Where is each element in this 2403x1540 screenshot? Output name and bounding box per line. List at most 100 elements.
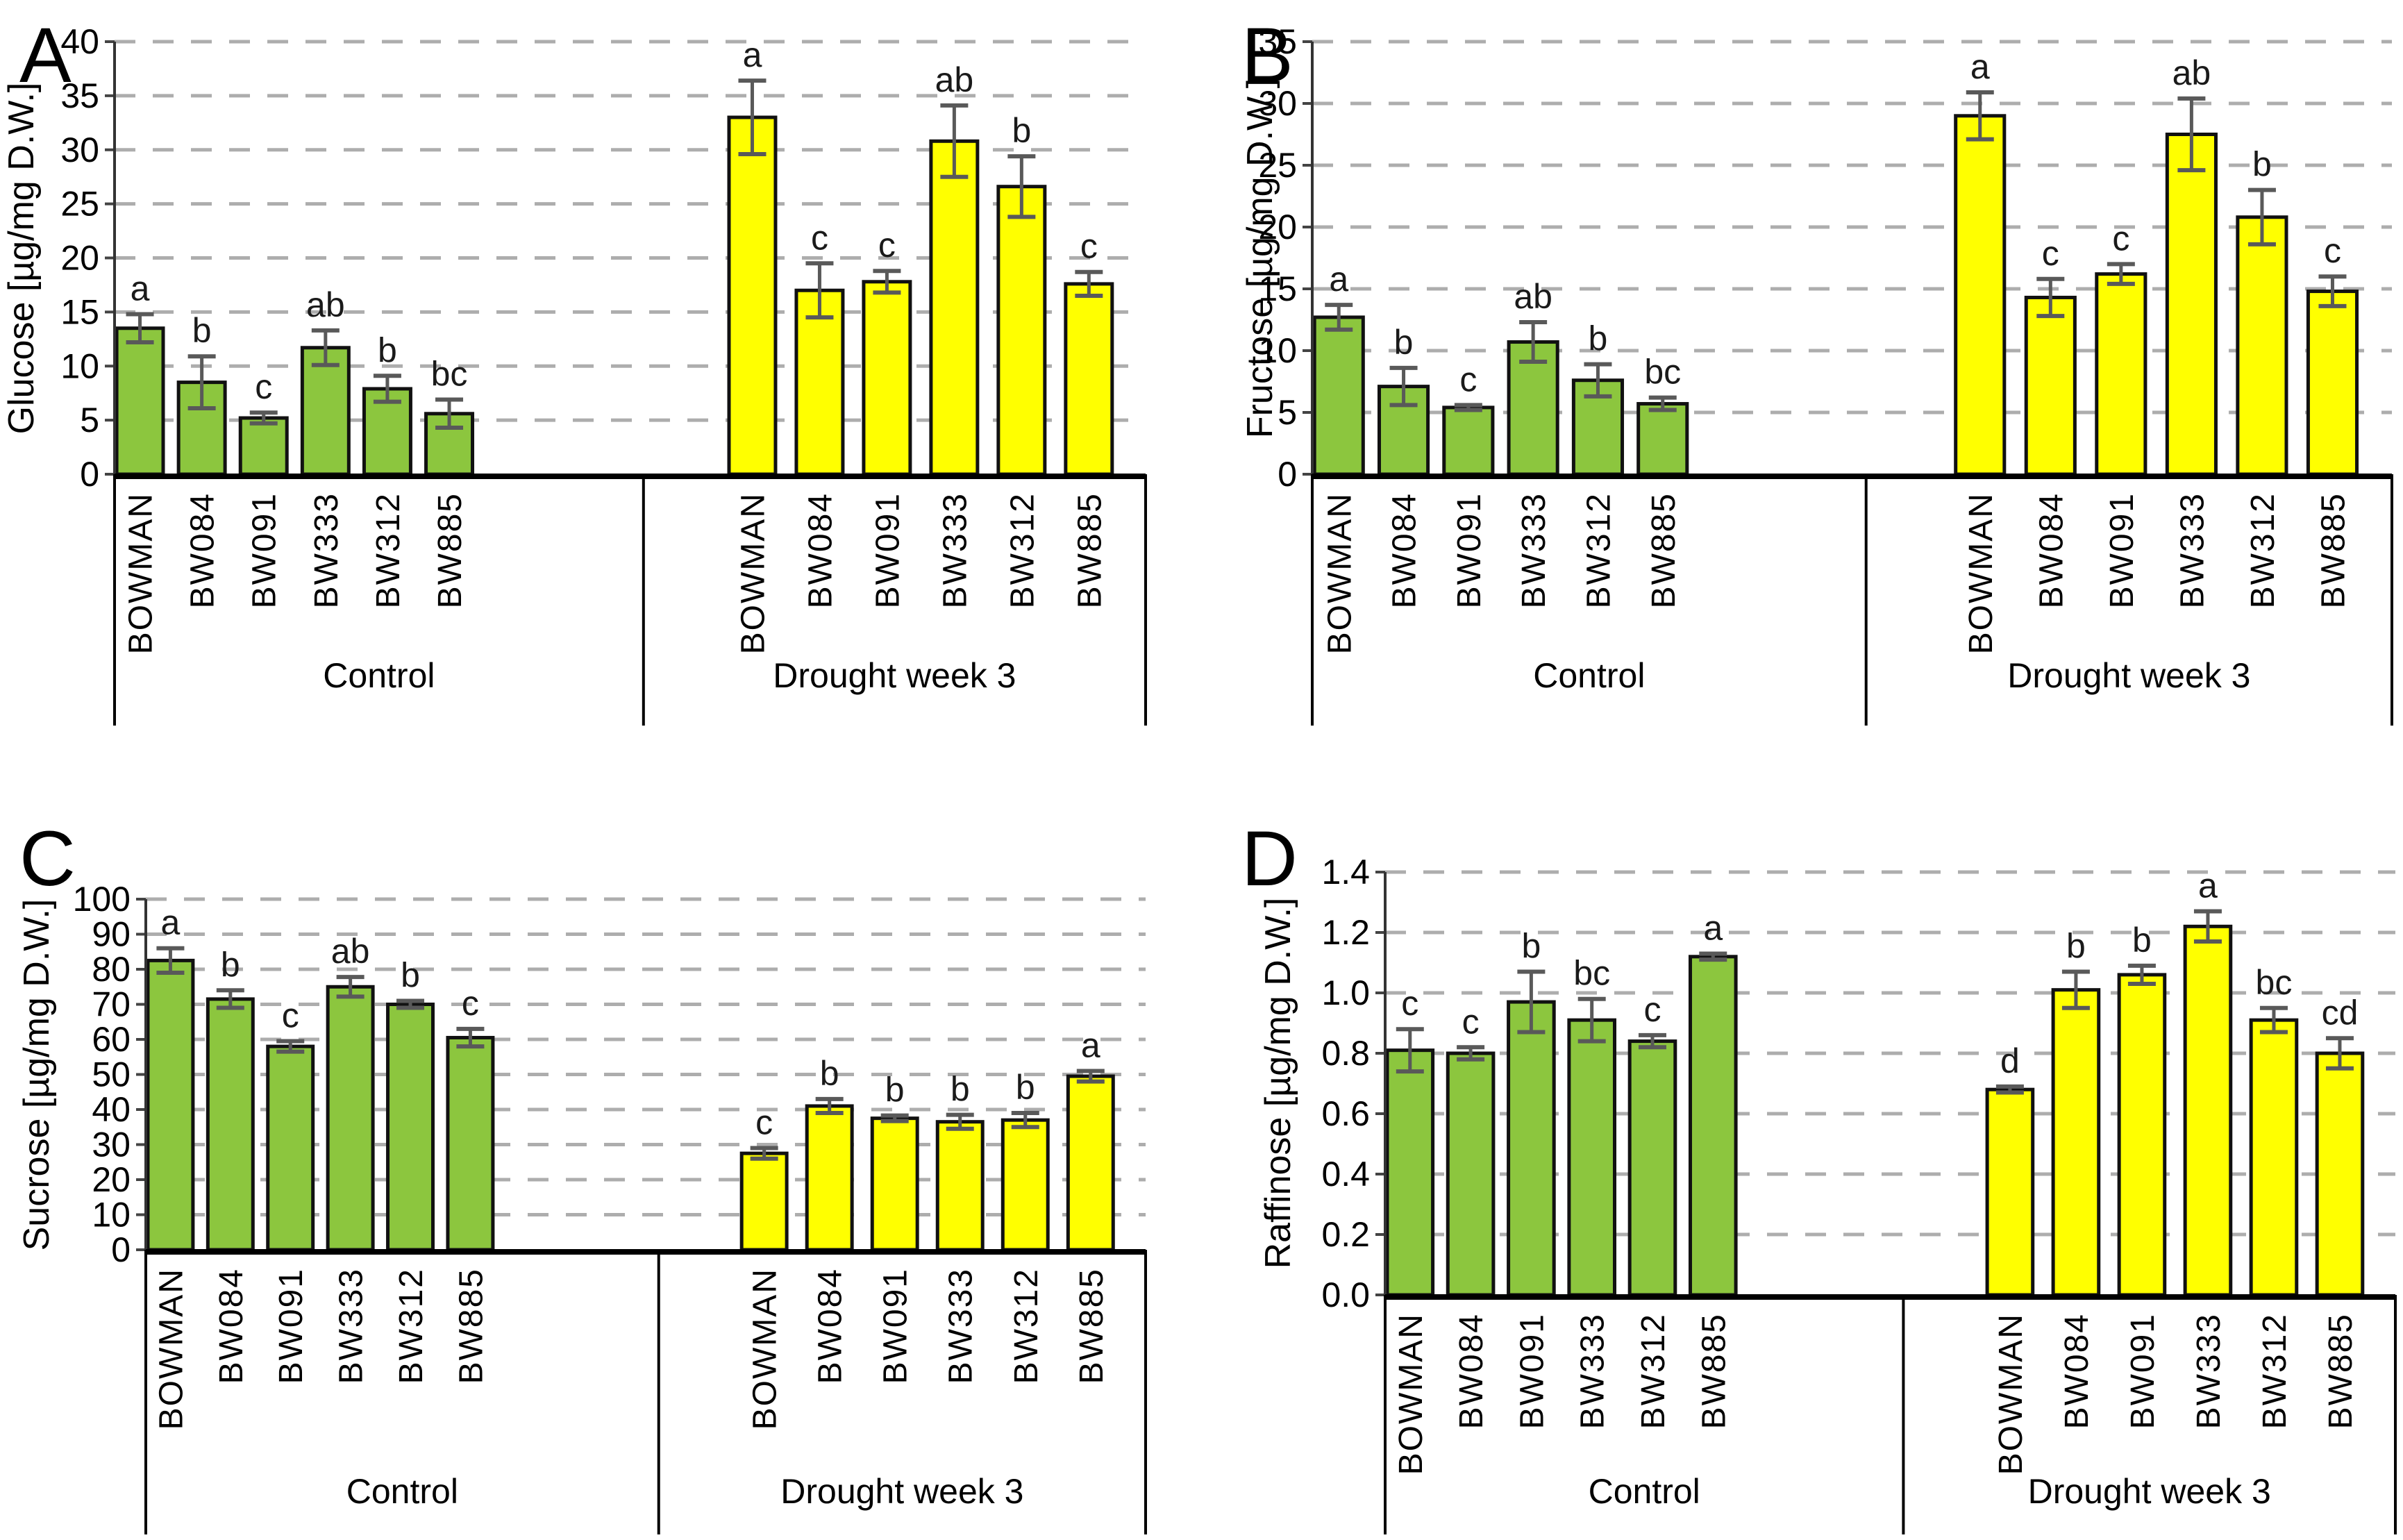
y-axis-title-glucose: Glucose [µg/mg D.W.] (1, 83, 42, 435)
category-label-BW084: BW084 (802, 492, 839, 608)
bar-BW885-control (446, 1035, 495, 1252)
category-label-BW091: BW091 (246, 492, 283, 608)
category-label-BW333: BW333 (1516, 492, 1552, 608)
y-tick-label: 1.0 (1321, 973, 1370, 1012)
category-label-BW091: BW091 (869, 492, 906, 608)
panel-letter-C: C (19, 815, 76, 902)
significance-letter: ab (935, 60, 974, 99)
y-tick-label: 20 (60, 239, 99, 278)
bar-BW091-control (1507, 1000, 1556, 1297)
bar-BOWMAN-drought (727, 115, 778, 476)
bar-BW333-drought (929, 139, 980, 476)
bar-BW885-control (1636, 402, 1689, 476)
y-tick-label: 50 (92, 1055, 131, 1094)
category-label-BW333: BW333 (937, 492, 973, 608)
significance-letter: bc (1644, 353, 1681, 392)
significance-letter: b (2066, 927, 2086, 966)
category-label-BOWMAN: BOWMAN (1963, 492, 2000, 654)
bar-BW084-control (1446, 1051, 1496, 1297)
y-axis-title-sucrose: Sucrose [µg/mg D.W.] (17, 899, 57, 1251)
category-label-BW333: BW333 (2191, 1313, 2227, 1429)
category-label-BOWMAN: BOWMAN (1321, 492, 1358, 654)
significance-letter: b (378, 330, 397, 369)
plot-area-fructose: 05101520253035aBOWMANbBW084cBW091abBW333… (1258, 22, 2393, 726)
category-label-BW312: BW312 (2245, 492, 2281, 608)
group-label-control: Control (1589, 1472, 1700, 1511)
y-tick-label: 30 (92, 1125, 131, 1164)
y-tick-label: 30 (60, 131, 99, 169)
significance-letter: a (743, 35, 762, 74)
y-tick-label: 60 (92, 1020, 131, 1059)
category-label-BOWMAN: BOWMAN (153, 1268, 190, 1430)
bar-BW091-control (1442, 405, 1495, 476)
significance-letter: c (1643, 990, 1661, 1029)
category-label-BW084: BW084 (213, 1268, 250, 1384)
bar-BOWMAN-control (1312, 315, 1365, 476)
category-label-BW312: BW312 (370, 492, 407, 608)
category-label-BW084: BW084 (1453, 1313, 1490, 1429)
significance-letter: b (192, 311, 212, 350)
bar-BW084-drought (2024, 295, 2077, 476)
significance-letter: b (951, 1070, 970, 1109)
bar-BW333-drought (2165, 133, 2218, 476)
category-label-BW885: BW885 (1073, 1268, 1110, 1384)
significance-letter: c (755, 1103, 773, 1142)
category-label-BW312: BW312 (2257, 1313, 2293, 1429)
significance-letter: c (878, 226, 896, 265)
significance-letter: a (1970, 47, 1990, 86)
bar-BOWMAN-drought (1954, 114, 2007, 476)
bar-BW084-control (206, 997, 255, 1252)
y-tick-label: 25 (60, 185, 99, 224)
significance-letter: b (221, 945, 240, 984)
panel-C: C Sucrose [µg/mg D.W.] 01020304050607080… (17, 815, 1147, 1534)
significance-letter: c (1080, 227, 1098, 266)
y-tick-label: 5 (1278, 393, 1297, 432)
bar-BW084-drought (794, 288, 845, 476)
y-tick-label: 0.0 (1321, 1275, 1370, 1314)
group-label-drought: Drought week 3 (2028, 1472, 2271, 1511)
category-label-BW084: BW084 (185, 492, 221, 608)
y-tick-label: 10 (1258, 331, 1297, 370)
category-label-BW091: BW091 (273, 1268, 310, 1384)
significance-letter: a (161, 903, 181, 942)
bar-BW091-control (238, 416, 289, 476)
significance-letter: c (255, 367, 272, 406)
y-axis-title-raffinose: Raffinose [µg/mg D.W.] (1258, 898, 1298, 1269)
bar-BW885-drought (2315, 1051, 2365, 1297)
panel-A: A Glucose [µg/mg D.W.] 0 5 10 15 20 25 30 35 40 a… (1, 12, 1147, 726)
panel-letter-D: D (1241, 815, 1298, 902)
category-label-BW084: BW084 (2033, 492, 2070, 608)
category-label-BW333: BW333 (1575, 1313, 1611, 1429)
significance-letter: b (1016, 1068, 1035, 1107)
bar-BW885-control (1688, 955, 1738, 1297)
y-tick-label: 25 (1258, 146, 1297, 185)
category-label-BW885: BW885 (1646, 492, 1682, 608)
y-tick-label: 70 (92, 985, 131, 1024)
group-label-control: Control (323, 656, 435, 695)
category-label-BW885: BW885 (432, 492, 469, 608)
significance-letter: ab (2172, 53, 2211, 92)
significance-letter: b (401, 955, 420, 994)
category-label-BW091: BW091 (878, 1268, 914, 1384)
y-tick-label: 0 (111, 1230, 131, 1269)
significance-letter: c (1462, 1002, 1480, 1041)
significance-letter: c (282, 996, 299, 1035)
y-tick-label: 0 (80, 455, 99, 494)
bar-BW091-drought (862, 280, 912, 476)
bar-BOWMAN-control (1385, 1048, 1435, 1297)
category-label-BW091: BW091 (1514, 1313, 1550, 1429)
category-label-BW333: BW333 (333, 1268, 370, 1384)
group-label-drought: Drought week 3 (2007, 656, 2250, 695)
significance-letter: a (1329, 260, 1348, 299)
plot-area-raffinose: 0.0 0.2 0.4 0.6 0.8 1.0 1.2 1.4 c BOWMAN c BW084 b BW… (1321, 853, 2397, 1534)
category-label-BW333: BW333 (943, 1268, 980, 1384)
bar-BOWMAN-control (146, 958, 195, 1252)
y-tick-label: 20 (1258, 208, 1297, 246)
bar-BW885-drought (1066, 1074, 1115, 1252)
category-label-BOWMAN: BOWMAN (1393, 1313, 1430, 1475)
significance-letter: c (1401, 984, 1418, 1023)
bar-BW091-drought (2095, 272, 2147, 476)
